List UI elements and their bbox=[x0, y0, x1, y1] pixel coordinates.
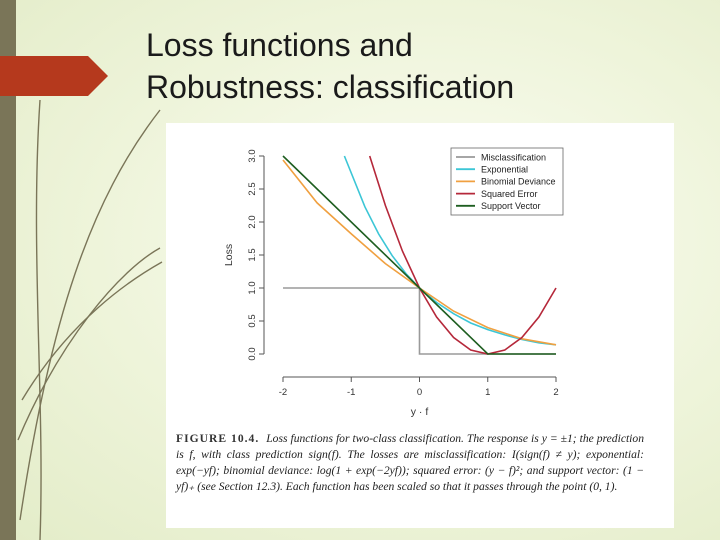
y-axis-label: Loss bbox=[223, 244, 235, 266]
x-tick-label: -2 bbox=[279, 387, 287, 398]
title-arrow-marker bbox=[0, 56, 108, 96]
y-tick-label: 2.0 bbox=[247, 215, 258, 228]
series-line-squared-error bbox=[368, 155, 557, 355]
y-tick-label: 2.5 bbox=[247, 182, 258, 195]
x-tick-label: 0 bbox=[417, 387, 422, 398]
figure-card: -2 -1 0 1 2 0.0 0.5 1.0 1.5 2.0 2.5 3.0 y · f Loss Mis… bbox=[166, 123, 674, 528]
slide-title-line-1: Loss functions and bbox=[146, 27, 413, 63]
slide-title: Loss functions and Robustness: classific… bbox=[146, 24, 706, 108]
x-tick-label: 2 bbox=[553, 387, 558, 398]
left-accent-bar bbox=[0, 0, 16, 540]
legend-entry: Misclassification bbox=[481, 152, 546, 162]
figure-caption-text: Loss functions for two-class classificat… bbox=[176, 432, 644, 493]
x-tick-label: 1 bbox=[485, 387, 490, 398]
decorative-vines bbox=[17, 99, 163, 540]
y-tick-label: 3.0 bbox=[247, 149, 258, 162]
x-axis-label: y · f bbox=[411, 406, 429, 418]
y-tick-label: 0.5 bbox=[247, 314, 258, 327]
x-tick-label: -1 bbox=[347, 387, 355, 398]
y-tick-label: 1.5 bbox=[247, 248, 258, 261]
legend-entry: Exponential bbox=[481, 165, 528, 175]
series-line-support-vector bbox=[282, 155, 556, 355]
legend-entry: Support Vector bbox=[481, 201, 541, 211]
legend-entry: Squared Error bbox=[481, 189, 538, 199]
series-line-misclassification bbox=[283, 287, 556, 355]
y-tick-label: 1.0 bbox=[247, 281, 258, 294]
figure-label: FIGURE 10.4. bbox=[176, 432, 260, 445]
figure-caption: FIGURE 10.4. Loss functions for two-clas… bbox=[176, 431, 644, 495]
loss-function-chart: -2 -1 0 1 2 0.0 0.5 1.0 1.5 2.0 2.5 3.0 y · f Loss Mis… bbox=[223, 147, 564, 418]
slide-title-line-2: Robustness: classification bbox=[146, 69, 515, 105]
legend-entry: Binomial Deviance bbox=[481, 177, 556, 187]
y-tick-label: 0.0 bbox=[247, 347, 258, 360]
